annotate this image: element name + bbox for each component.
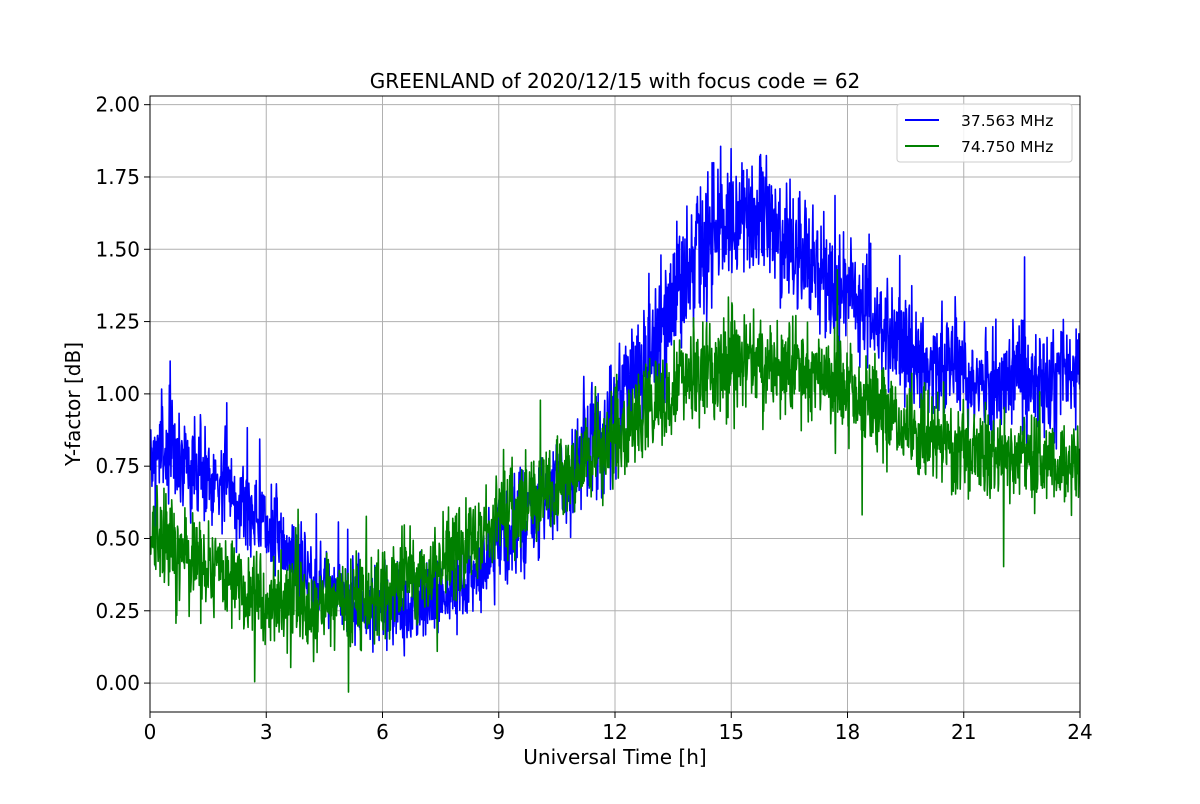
y-tick-label: 1.00	[95, 382, 140, 406]
x-tick-label: 6	[376, 720, 389, 744]
y-tick-label: 0.25	[95, 599, 140, 623]
legend-label-74750-mhz: 74.750 MHz	[961, 138, 1053, 156]
y-tick-label: 0.75	[95, 454, 140, 478]
x-tick-label: 9	[492, 720, 505, 744]
x-tick-label: 12	[602, 720, 627, 744]
chart-title: GREENLAND of 2020/12/15 with focus code …	[370, 69, 861, 93]
x-tick-label: 3	[260, 720, 273, 744]
y-tick-label: 0.50	[95, 526, 140, 550]
x-axis-title: Universal Time [h]	[523, 745, 706, 769]
y-tick-label: 1.75	[95, 165, 140, 189]
y-tick-label: 1.50	[95, 237, 140, 261]
series-layer	[150, 145, 1080, 693]
x-tick-label: 15	[719, 720, 744, 744]
x-tick-label: 0	[144, 720, 157, 744]
x-axis-ticks: 0 3 6 9 12 15 18 21 24	[144, 712, 1093, 744]
series-line-74750mhz	[150, 268, 1080, 693]
y-axis-ticks: 0.00 0.25 0.50 0.75 1.00 1.25 1.50 1.75 2.00	[95, 93, 150, 695]
y-tick-label: 0.00	[95, 671, 140, 695]
legend: 37.563 MHz 74.750 MHz	[896, 103, 1073, 163]
x-tick-label: 18	[835, 720, 860, 744]
x-tick-label: 24	[1067, 720, 1092, 744]
x-tick-label: 21	[951, 720, 976, 744]
y-axis-title: Y-factor [dB]	[61, 342, 85, 467]
y-tick-label: 1.25	[95, 310, 140, 334]
legend-box	[896, 103, 1073, 163]
y-tick-label: 2.00	[95, 93, 140, 117]
legend-label-37563-mhz: 37.563 MHz	[961, 112, 1053, 130]
